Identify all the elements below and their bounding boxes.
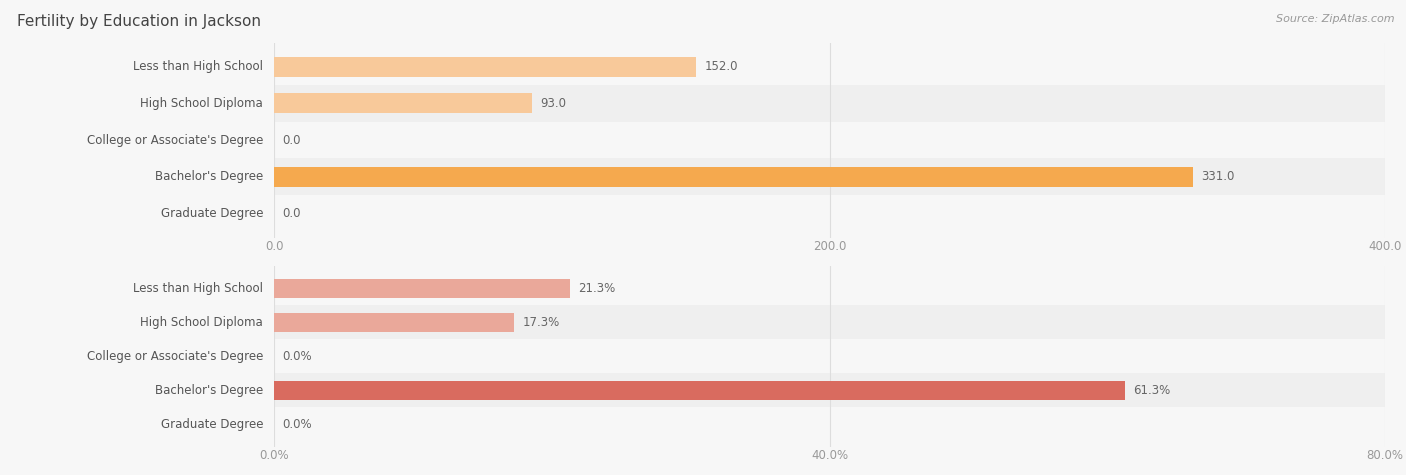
Text: 152.0: 152.0 [704, 60, 738, 73]
Bar [274, 122, 1385, 159]
Text: Less than High School: Less than High School [134, 60, 263, 73]
Text: 17.3%: 17.3% [523, 316, 560, 329]
Text: Bachelor's Degree: Bachelor's Degree [155, 171, 263, 183]
Bar [274, 271, 1385, 305]
Text: 61.3%: 61.3% [1133, 384, 1171, 397]
Text: 0.0: 0.0 [283, 207, 301, 220]
Bar [274, 373, 1385, 408]
Bar [274, 408, 1385, 441]
Text: 0.0%: 0.0% [283, 418, 312, 431]
Bar [274, 313, 515, 332]
Text: Graduate Degree: Graduate Degree [160, 207, 263, 220]
Text: 331.0: 331.0 [1202, 171, 1234, 183]
Bar [274, 93, 533, 114]
Bar [274, 381, 1125, 399]
Bar [274, 279, 569, 297]
Bar [274, 57, 696, 77]
Text: 0.0%: 0.0% [283, 350, 312, 363]
Text: Less than High School: Less than High School [134, 282, 263, 294]
Text: 21.3%: 21.3% [578, 282, 616, 294]
Bar [274, 305, 1385, 339]
Bar [274, 339, 1385, 373]
Text: College or Associate's Degree: College or Associate's Degree [87, 133, 263, 147]
Bar [274, 85, 1385, 122]
Bar [274, 195, 1385, 232]
Bar [274, 48, 1385, 85]
Text: 0.0: 0.0 [283, 133, 301, 147]
Text: High School Diploma: High School Diploma [141, 316, 263, 329]
Text: Graduate Degree: Graduate Degree [160, 418, 263, 431]
Bar [274, 167, 1194, 187]
Text: Fertility by Education in Jackson: Fertility by Education in Jackson [17, 14, 262, 29]
Text: Source: ZipAtlas.com: Source: ZipAtlas.com [1277, 14, 1395, 24]
Text: High School Diploma: High School Diploma [141, 97, 263, 110]
Text: College or Associate's Degree: College or Associate's Degree [87, 350, 263, 363]
Bar [274, 159, 1385, 195]
Text: Bachelor's Degree: Bachelor's Degree [155, 384, 263, 397]
Text: 93.0: 93.0 [541, 97, 567, 110]
